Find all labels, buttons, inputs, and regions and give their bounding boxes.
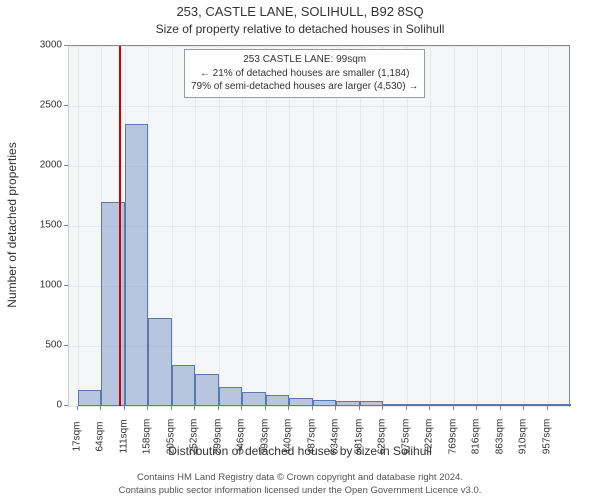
histogram-bar bbox=[195, 374, 219, 406]
histogram-bar bbox=[430, 404, 454, 406]
x-tick: 64sqm bbox=[95, 421, 106, 451]
y-tick: 1000 bbox=[22, 280, 62, 291]
credit-line-1: Contains HM Land Registry data © Crown c… bbox=[0, 472, 600, 484]
x-tick: 957sqm bbox=[541, 419, 552, 455]
x-tick: 111sqm bbox=[118, 419, 129, 453]
x-tick: 581sqm bbox=[353, 419, 364, 455]
x-tick: 816sqm bbox=[471, 419, 482, 455]
x-tick: 440sqm bbox=[283, 419, 294, 455]
legend-box: 253 CASTLE LANE: 99sqm← 21% of detached … bbox=[184, 49, 425, 98]
x-tick: 346sqm bbox=[236, 419, 247, 455]
histogram-bar bbox=[407, 404, 431, 406]
x-tick: 628sqm bbox=[377, 419, 388, 455]
x-tick: 158sqm bbox=[142, 419, 153, 455]
y-tick: 500 bbox=[22, 340, 62, 351]
histogram-bar bbox=[501, 404, 525, 406]
x-tick: 675sqm bbox=[400, 419, 411, 455]
x-tick: 252sqm bbox=[189, 419, 200, 455]
legend-line: ← 21% of detached houses are smaller (1,… bbox=[191, 67, 418, 81]
x-tick: 722sqm bbox=[424, 419, 435, 455]
credit-line-2: Contains public sector information licen… bbox=[0, 485, 600, 497]
y-tick: 0 bbox=[22, 400, 62, 411]
y-tick: 1500 bbox=[22, 220, 62, 231]
marker-line bbox=[119, 46, 121, 406]
histogram-bar bbox=[148, 318, 172, 406]
chart-title: 253, CASTLE LANE, SOLIHULL, B92 8SQ bbox=[0, 4, 600, 19]
histogram-bar bbox=[101, 202, 125, 406]
histogram-bar bbox=[242, 392, 266, 406]
y-axis-label: Number of detached properties bbox=[5, 142, 19, 307]
plot-area: 253 CASTLE LANE: 99sqm← 21% of detached … bbox=[68, 45, 570, 407]
x-tick: 299sqm bbox=[212, 419, 223, 455]
x-tick: 17sqm bbox=[71, 421, 82, 451]
chart-container: 253, CASTLE LANE, SOLIHULL, B92 8SQ Size… bbox=[0, 0, 600, 500]
x-tick: 205sqm bbox=[165, 419, 176, 455]
legend-line: 79% of semi-detached houses are larger (… bbox=[191, 80, 418, 94]
y-tick: 3000 bbox=[22, 40, 62, 51]
histogram-bar bbox=[125, 124, 149, 406]
chart-subtitle: Size of property relative to detached ho… bbox=[0, 22, 600, 36]
histogram-bar bbox=[313, 400, 337, 406]
x-tick: 534sqm bbox=[330, 419, 341, 455]
histogram-bar bbox=[336, 401, 360, 406]
histogram-bar bbox=[266, 395, 290, 406]
histogram-bar bbox=[524, 404, 548, 406]
histogram-bar bbox=[172, 365, 196, 406]
histogram-bar bbox=[360, 401, 384, 406]
y-tick: 2000 bbox=[22, 160, 62, 171]
y-tick: 2500 bbox=[22, 100, 62, 111]
histogram-bar bbox=[548, 404, 572, 406]
histogram-bar bbox=[219, 387, 243, 406]
histogram-bar bbox=[289, 398, 313, 406]
histogram-bar bbox=[383, 404, 407, 406]
x-tick: 487sqm bbox=[306, 419, 317, 455]
histogram-bar bbox=[454, 404, 478, 406]
x-tick: 769sqm bbox=[447, 419, 458, 455]
x-tick: 863sqm bbox=[494, 419, 505, 455]
legend-line: 253 CASTLE LANE: 99sqm bbox=[191, 53, 418, 67]
x-axis-label: Distribution of detached houses by size … bbox=[0, 444, 600, 458]
x-tick: 393sqm bbox=[259, 419, 270, 455]
x-tick: 910sqm bbox=[518, 419, 529, 455]
credit-text: Contains HM Land Registry data © Crown c… bbox=[0, 472, 600, 497]
histogram-bar bbox=[78, 390, 102, 406]
histogram-bar bbox=[477, 404, 501, 406]
